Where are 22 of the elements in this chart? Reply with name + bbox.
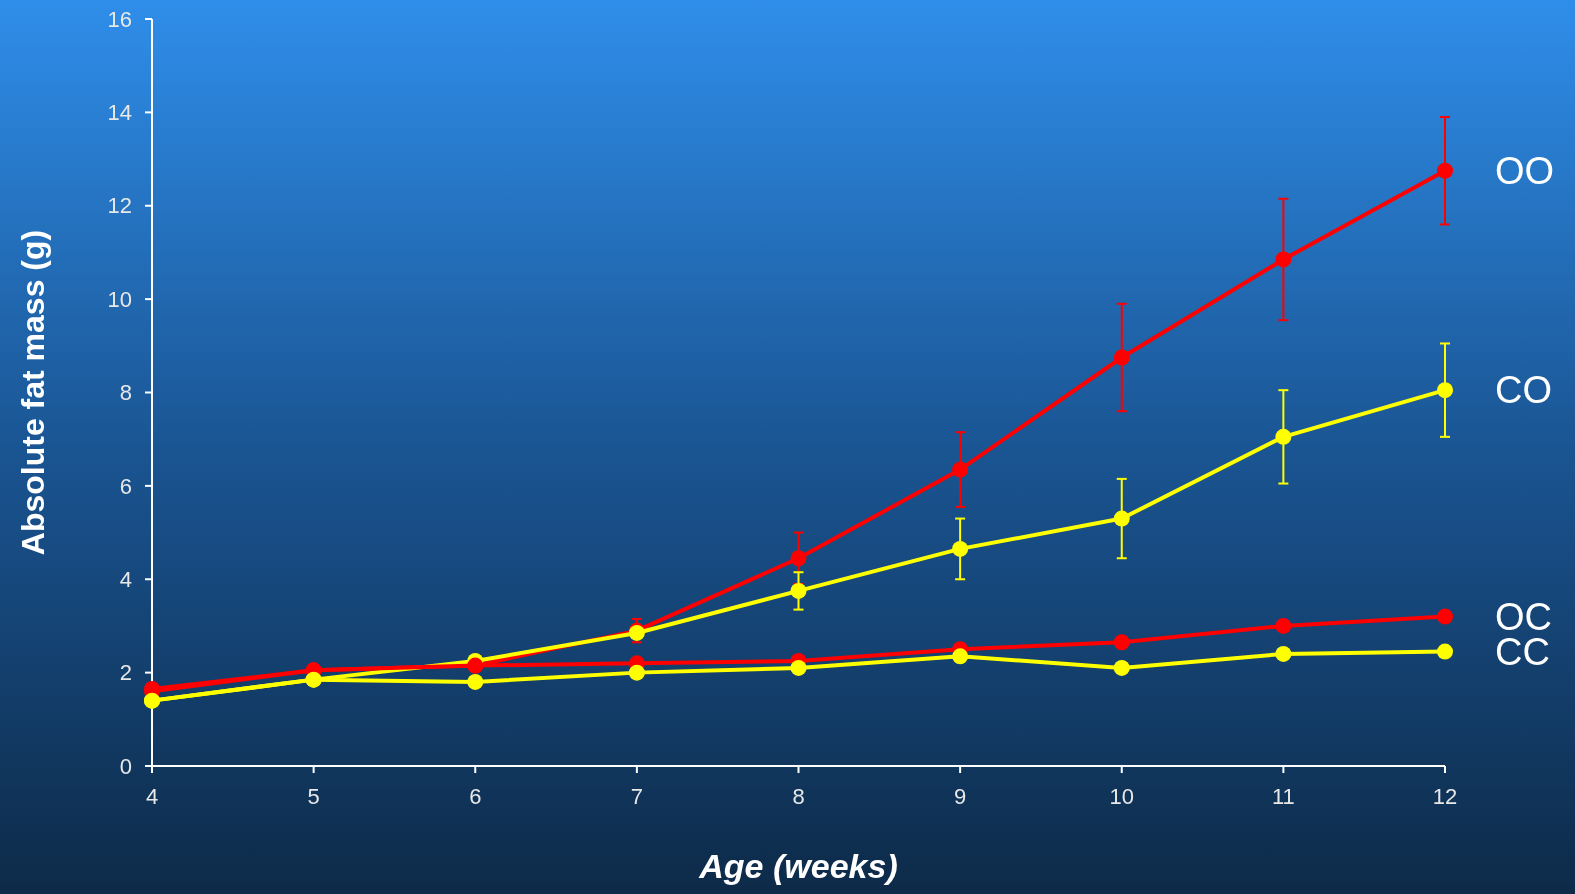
y-tick-label: 12 bbox=[107, 193, 132, 219]
x-axis-title: Age (weeks) bbox=[698, 847, 898, 885]
y-tick-label: 4 bbox=[119, 566, 132, 592]
x-tick-label: 7 bbox=[630, 784, 643, 809]
series-label: OO bbox=[1495, 150, 1555, 193]
y-tick-label: 8 bbox=[119, 380, 132, 406]
y-tick-label: 16 bbox=[107, 6, 132, 32]
x-tick-label: 4 bbox=[145, 784, 159, 809]
x-tick-label: 11 bbox=[1271, 784, 1295, 809]
series-label: CO bbox=[1495, 369, 1552, 412]
x-tick-label: 8 bbox=[792, 784, 805, 809]
y-tick-label: 0 bbox=[119, 753, 132, 779]
y-tick-label: 14 bbox=[107, 100, 132, 126]
x-tick-label: 12 bbox=[1432, 784, 1458, 809]
y-tick-label: 2 bbox=[119, 660, 132, 686]
y-tick-label: 6 bbox=[119, 473, 132, 499]
x-tick-label: 5 bbox=[307, 784, 320, 809]
x-tick-label: 6 bbox=[469, 784, 482, 809]
y-tick-label: 10 bbox=[107, 286, 132, 312]
x-tick-label: 10 bbox=[1109, 784, 1134, 809]
x-tick-label: 9 bbox=[954, 784, 967, 809]
y-axis-title: Absolute fat mass (g) bbox=[15, 229, 51, 556]
